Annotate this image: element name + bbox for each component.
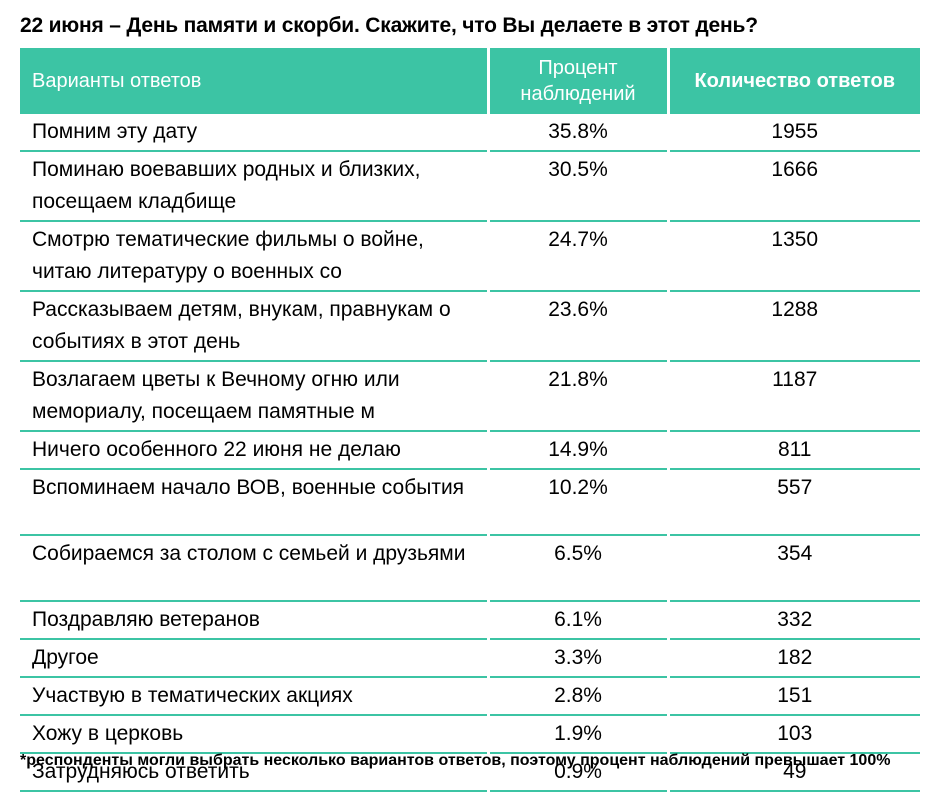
percent-cell: 2.8% xyxy=(488,677,670,716)
percent-cell: 6.5% xyxy=(488,535,670,602)
option-text: Поминаю воевавших родных и близких, посе… xyxy=(32,158,421,213)
table-row: Смотрю тематические фильмы о войне, чита… xyxy=(20,221,920,292)
survey-table: Варианты ответов Процент наблюдений Коли… xyxy=(20,48,920,792)
option-cell: Собираемся за столом с семьей и друзьями xyxy=(20,535,490,602)
table-row: Поминаю воевавших родных и близких, посе… xyxy=(20,151,920,222)
header-percent: Процент наблюдений xyxy=(488,48,670,114)
count-cell: 1666 xyxy=(668,151,920,222)
table-row: Затрудняюсь ответить 0.9% 49 xyxy=(20,753,920,792)
percent-cell: 3.3% xyxy=(488,639,670,678)
percent-cell: 10.2% xyxy=(488,469,670,536)
count-cell: 103 xyxy=(668,715,920,754)
count-cell: 1955 xyxy=(668,114,920,152)
option-text: Смотрю тематические фильмы о войне, чита… xyxy=(32,228,424,283)
option-text: Затрудняюсь ответить xyxy=(32,760,250,783)
count-cell: 811 xyxy=(668,431,920,470)
option-cell: Смотрю тематические фильмы о войне, чита… xyxy=(20,221,490,292)
option-text: Рассказываем детям, внукам, правнукам о … xyxy=(32,298,451,353)
count-cell: 151 xyxy=(668,677,920,716)
option-cell: Рассказываем детям, внукам, правнукам о … xyxy=(20,291,490,362)
table-row: Участвую в тематических акциях 2.8% 151 xyxy=(20,677,920,716)
table-row: Другое 3.3% 182 xyxy=(20,639,920,678)
option-cell: Поздравляю ветеранов xyxy=(20,601,490,640)
count-cell: 557 xyxy=(668,469,920,536)
count-cell: 1187 xyxy=(668,361,920,432)
count-cell: 354 xyxy=(668,535,920,602)
header-options: Варианты ответов xyxy=(20,48,490,114)
option-text: Участвую в тематических акциях xyxy=(32,684,353,707)
option-text: Ничего особенного 22 июня не делаю xyxy=(32,438,401,461)
option-text: Возлагаем цветы к Вечному огню или мемор… xyxy=(32,368,400,423)
option-cell: Поминаю воевавших родных и близких, посе… xyxy=(20,151,490,222)
option-text: Хожу в церковь xyxy=(32,722,184,745)
option-cell: Ничего особенного 22 июня не делаю xyxy=(20,431,490,470)
table-header-row: Варианты ответов Процент наблюдений Коли… xyxy=(20,48,920,114)
table-row: Помним эту дату 35.8% 1955 xyxy=(20,114,920,152)
option-cell: Вспоминаем начало ВОВ, военные события xyxy=(20,469,490,536)
option-text: Помним эту дату xyxy=(32,120,198,143)
option-cell: Затрудняюсь ответить xyxy=(20,753,490,792)
header-count: Количество ответов xyxy=(668,48,920,114)
table-row: Собираемся за столом с семьей и друзьями… xyxy=(20,535,920,602)
percent-cell: 21.8% xyxy=(488,361,670,432)
percent-cell: 0.9% xyxy=(488,753,670,792)
percent-cell: 30.5% xyxy=(488,151,670,222)
option-cell: Другое xyxy=(20,639,490,678)
table-row: Рассказываем детям, внукам, правнукам о … xyxy=(20,291,920,362)
percent-cell: 35.8% xyxy=(488,114,670,152)
percent-cell: 14.9% xyxy=(488,431,670,470)
count-cell: 1350 xyxy=(668,221,920,292)
option-text: Вспоминаем начало ВОВ, военные события xyxy=(32,476,465,499)
table-row: Ничего особенного 22 июня не делаю 14.9%… xyxy=(20,431,920,470)
option-text: Поздравляю ветеранов xyxy=(32,608,260,631)
option-cell: Помним эту дату xyxy=(20,114,490,152)
table-row: Вспоминаем начало ВОВ, военные события 1… xyxy=(20,469,920,536)
option-cell: Хожу в церковь xyxy=(20,715,490,754)
option-cell: Участвую в тематических акциях xyxy=(20,677,490,716)
count-cell: 182 xyxy=(668,639,920,678)
page-title: 22 июня – День памяти и скорби. Скажите,… xyxy=(20,14,758,37)
percent-cell: 24.7% xyxy=(488,221,670,292)
count-cell: 332 xyxy=(668,601,920,640)
table-row: Возлагаем цветы к Вечному огню или мемор… xyxy=(20,361,920,432)
count-cell: 1288 xyxy=(668,291,920,362)
percent-cell: 1.9% xyxy=(488,715,670,754)
percent-cell: 23.6% xyxy=(488,291,670,362)
option-text: Собираемся за столом с семьей и друзьями xyxy=(32,542,466,565)
table-row: Поздравляю ветеранов 6.1% 332 xyxy=(20,601,920,640)
footnote: *респонденты могли выбрать несколько вар… xyxy=(20,752,891,769)
table-row: Хожу в церковь 1.9% 103 xyxy=(20,715,920,754)
count-cell: 49 xyxy=(668,753,920,792)
percent-cell: 6.1% xyxy=(488,601,670,640)
option-text: Другое xyxy=(32,646,99,669)
option-cell: Возлагаем цветы к Вечному огню или мемор… xyxy=(20,361,490,432)
